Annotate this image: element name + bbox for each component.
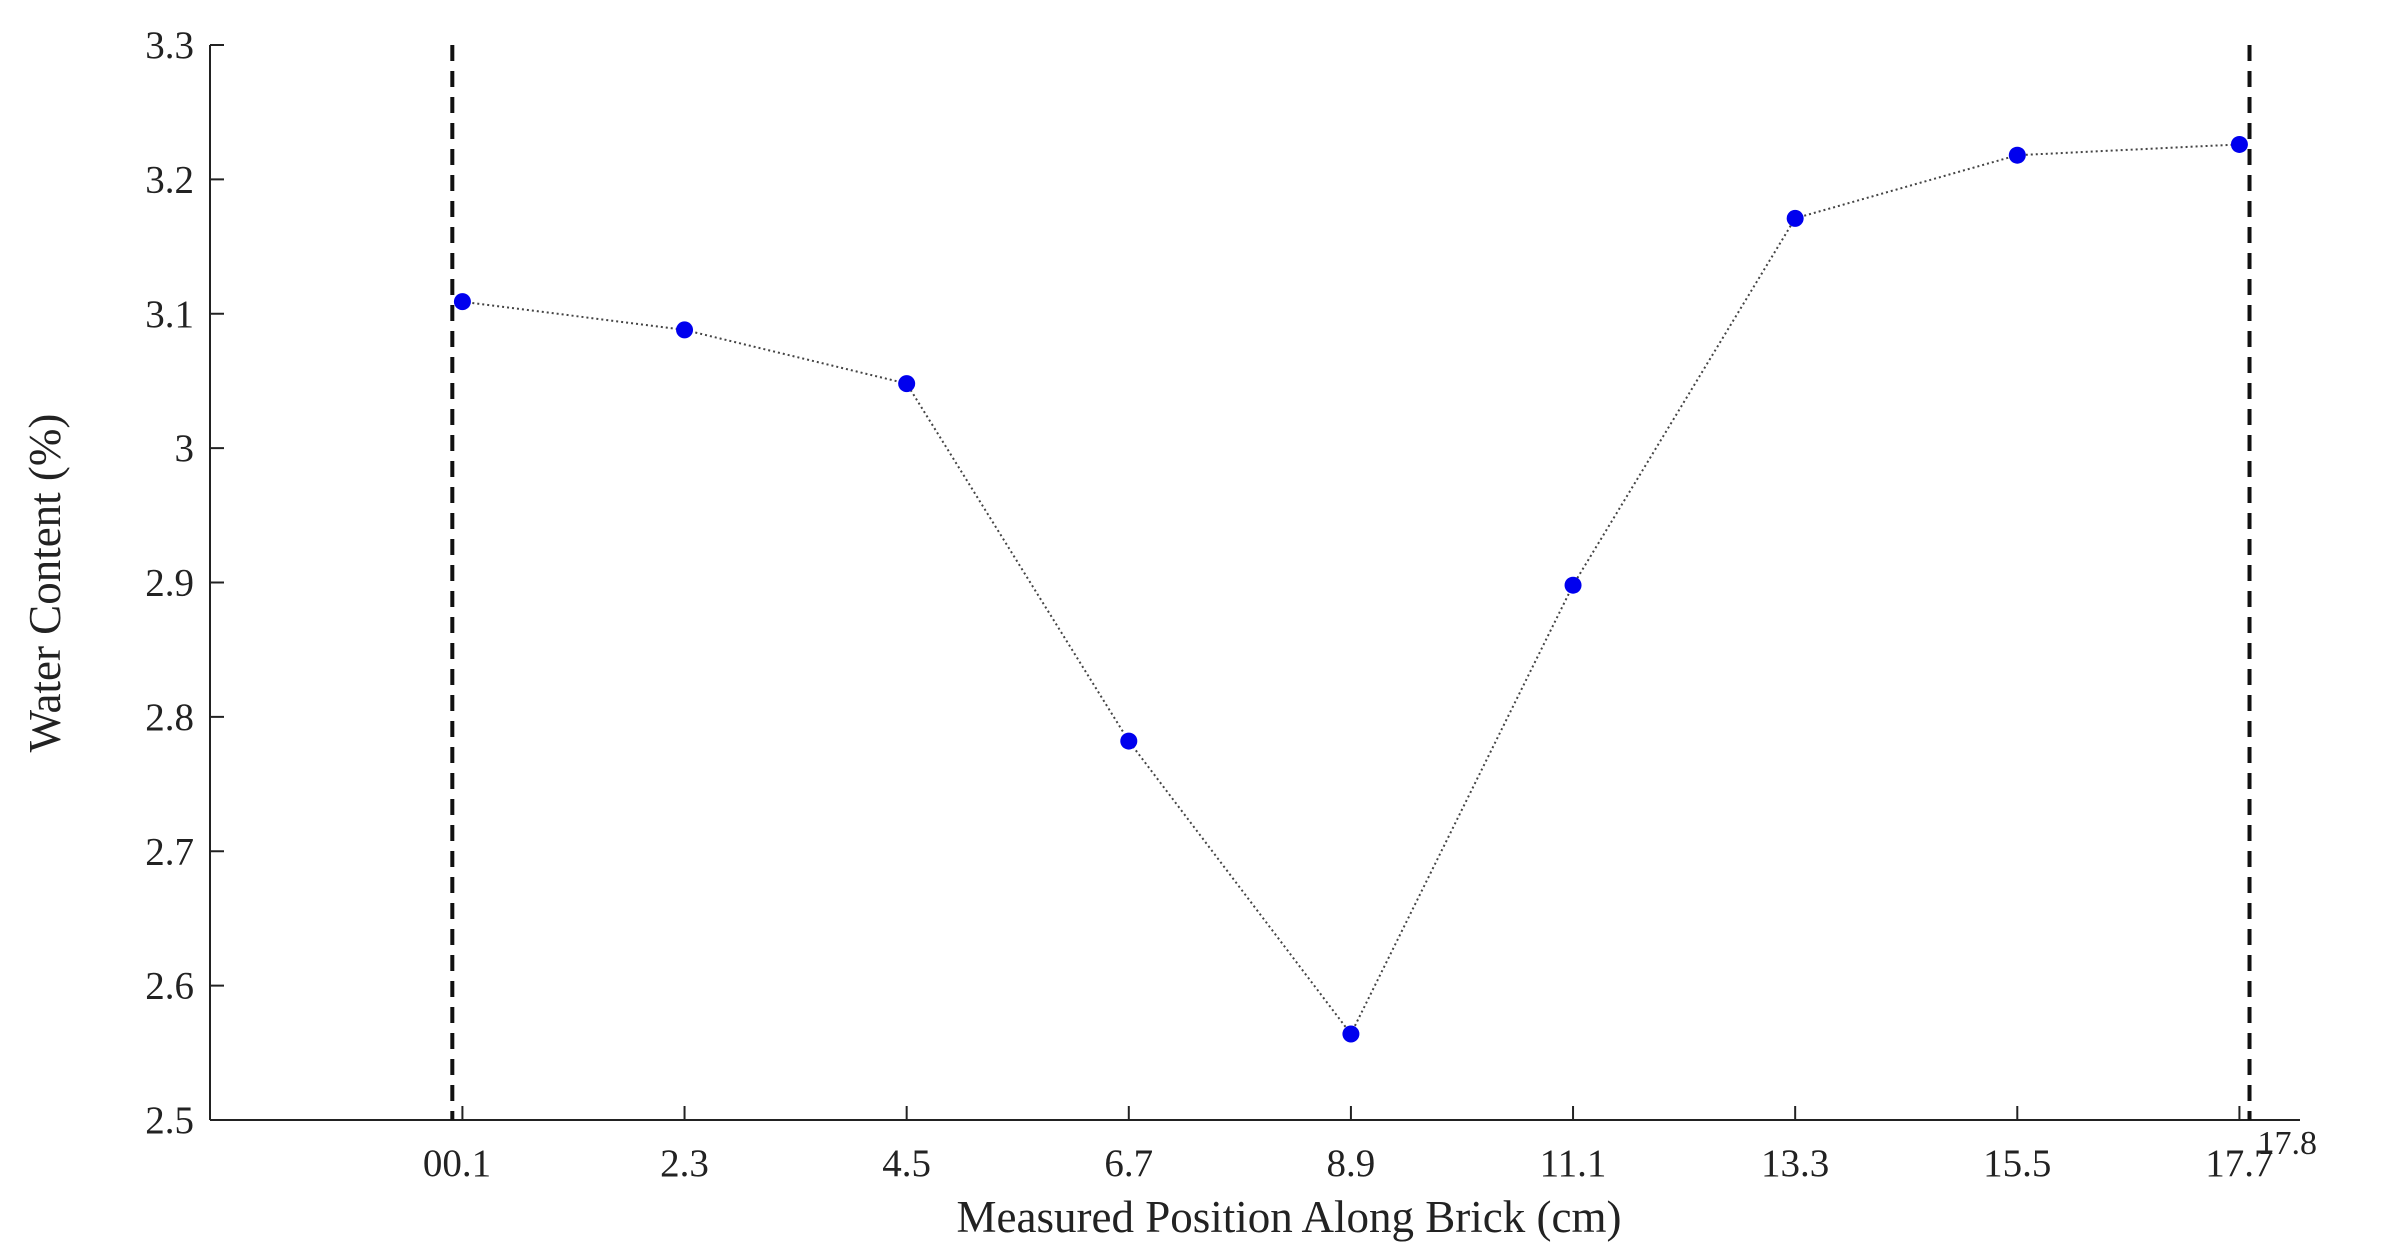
y-tick-label: 2.7	[145, 830, 194, 873]
x-tick-label: 6.7	[1104, 1142, 1153, 1185]
series-line	[462, 143, 2240, 1036]
x-tick-label: 17.7	[2205, 1142, 2273, 1185]
x-axis-ticks: 0 0.1 2.3 4.5 6.7 8.9 11.1 13.3 15.5 17.7	[423, 1106, 2274, 1185]
data-point	[1120, 732, 1138, 750]
x-tick-label: 11.1	[1540, 1142, 1607, 1185]
plot-frame	[209, 45, 2300, 1121]
data-series	[453, 135, 2248, 1043]
y-axis-ticks: 2.5 2.6 2.7 2.8 2.9 3 3.1 3.2 3.3	[145, 24, 224, 1142]
x-axis-title: Measured Position Along Brick (cm)	[957, 1192, 1622, 1242]
data-point	[1564, 576, 1582, 594]
x-tick-label: 4.5	[882, 1142, 931, 1185]
x-tick-label: 13.3	[1761, 1142, 1829, 1185]
boundary-label: 17.8	[2258, 1125, 2318, 1162]
data-point	[676, 321, 694, 339]
x-tick-label: 15.5	[1983, 1142, 2051, 1185]
x-tick-label: 2.3	[660, 1142, 709, 1185]
data-point	[2008, 146, 2026, 164]
y-tick-label: 3.3	[145, 24, 194, 67]
y-tick-label: 3.1	[145, 293, 194, 336]
y-tick-label: 2.8	[145, 696, 194, 739]
y-tick-label: 2.6	[145, 965, 194, 1008]
data-point	[2230, 135, 2248, 153]
y-tick-label: 2.9	[145, 562, 194, 605]
data-point	[898, 375, 916, 393]
data-point	[1342, 1025, 1360, 1043]
data-point	[1786, 209, 1804, 227]
x-tick-label: 8.9	[1327, 1142, 1376, 1185]
boundary-lines: 17.8	[450, 45, 2318, 1162]
y-tick-label: 3	[175, 427, 195, 470]
x-tick-label: 0	[423, 1142, 443, 1185]
y-tick-label: 2.5	[145, 1099, 194, 1142]
x-tick-label: 0.1	[442, 1142, 491, 1185]
y-axis-title: Water Content (%)	[20, 414, 70, 753]
data-point	[453, 293, 471, 311]
y-tick-label: 3.2	[145, 158, 194, 201]
